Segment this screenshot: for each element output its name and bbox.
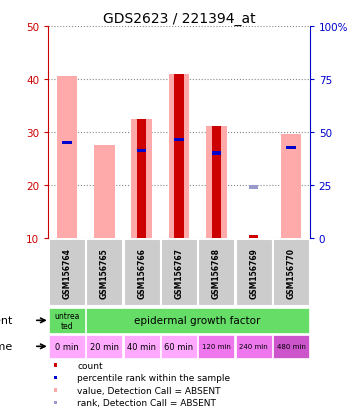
Text: GSM156764: GSM156764 [63, 247, 72, 298]
Text: epidermal growth factor: epidermal growth factor [135, 316, 261, 325]
Text: GSM156770: GSM156770 [286, 247, 295, 298]
Bar [49, 308, 85, 333]
Text: untrea
ted: untrea ted [54, 311, 80, 330]
Text: rank, Detection Call = ABSENT: rank, Detection Call = ABSENT [77, 398, 216, 407]
Text: 60 min: 60 min [164, 342, 194, 351]
Bar [54, 363, 58, 367]
Bar [206, 127, 227, 238]
Bar [94, 146, 115, 238]
Bar [49, 335, 85, 358]
Bar [169, 74, 189, 238]
Bar [236, 240, 272, 306]
Bar [86, 308, 309, 333]
Bar [86, 240, 122, 306]
Bar [62, 141, 72, 145]
Text: 240 min: 240 min [239, 344, 268, 349]
Text: GSM156765: GSM156765 [100, 247, 109, 298]
Bar [286, 147, 296, 150]
Bar [54, 401, 58, 404]
Bar [249, 235, 258, 238]
Bar [174, 74, 184, 238]
Bar [49, 240, 85, 306]
Bar [236, 335, 272, 358]
Text: GSM156767: GSM156767 [174, 247, 184, 298]
Bar [212, 127, 221, 238]
Bar [131, 119, 152, 238]
Bar [273, 335, 309, 358]
Text: 40 min: 40 min [127, 342, 156, 351]
Text: agent: agent [0, 315, 13, 325]
Bar [54, 376, 58, 380]
Text: GSM156769: GSM156769 [249, 247, 258, 298]
Text: 0 min: 0 min [55, 342, 79, 351]
Bar [161, 240, 197, 306]
Text: percentile rank within the sample: percentile rank within the sample [77, 373, 230, 382]
Bar [57, 77, 77, 238]
Bar [198, 240, 234, 306]
Bar [174, 139, 184, 142]
Bar [273, 240, 309, 306]
Bar [124, 240, 160, 306]
Text: time: time [0, 341, 13, 351]
Bar [124, 335, 160, 358]
Bar [249, 186, 258, 190]
Bar [281, 135, 301, 238]
Text: value, Detection Call = ABSENT: value, Detection Call = ABSENT [77, 386, 221, 395]
Title: GDS2623 / 221394_at: GDS2623 / 221394_at [103, 12, 255, 26]
Bar [54, 388, 58, 392]
Text: 480 min: 480 min [277, 344, 305, 349]
Bar [198, 335, 234, 358]
Bar [137, 149, 146, 153]
Text: GSM156766: GSM156766 [137, 247, 146, 298]
Bar [137, 119, 146, 238]
Text: count: count [77, 361, 103, 370]
Bar [161, 335, 197, 358]
Bar [212, 152, 221, 155]
Text: GSM156768: GSM156768 [212, 247, 221, 298]
Bar [86, 335, 122, 358]
Text: 120 min: 120 min [202, 344, 231, 349]
Text: 20 min: 20 min [90, 342, 119, 351]
